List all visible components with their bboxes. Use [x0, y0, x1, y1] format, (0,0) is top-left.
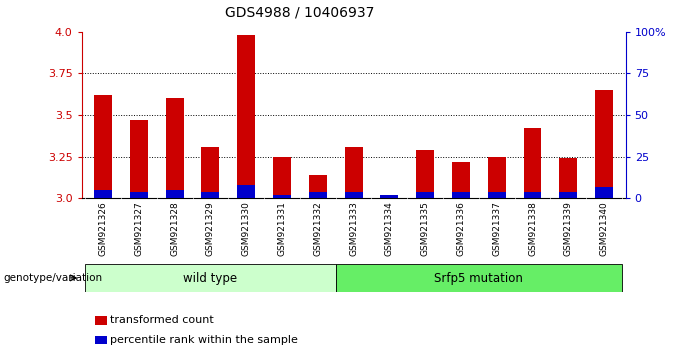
Bar — [94, 190, 112, 198]
Text: GSM921339: GSM921339 — [564, 201, 573, 256]
Text: GSM921333: GSM921333 — [349, 201, 358, 256]
Bar — [560, 158, 577, 198]
Bar — [524, 129, 541, 198]
Text: Srfp5 mutation: Srfp5 mutation — [435, 272, 524, 285]
Text: genotype/variation: genotype/variation — [3, 273, 103, 283]
Bar — [345, 192, 362, 198]
Bar — [94, 95, 112, 198]
Text: GSM921332: GSM921332 — [313, 201, 322, 256]
Bar — [560, 192, 577, 198]
Text: wild type: wild type — [184, 272, 237, 285]
Bar — [201, 192, 220, 198]
Bar — [452, 162, 470, 198]
Bar — [595, 187, 613, 198]
Text: GSM921327: GSM921327 — [135, 201, 143, 256]
Text: GSM921326: GSM921326 — [99, 201, 107, 256]
Text: GSM921340: GSM921340 — [600, 201, 609, 256]
Text: GSM921331: GSM921331 — [277, 201, 286, 256]
Bar — [345, 147, 362, 198]
Text: GSM921330: GSM921330 — [241, 201, 251, 256]
Bar — [273, 195, 291, 198]
Bar — [166, 190, 184, 198]
Text: transformed count: transformed count — [110, 315, 214, 325]
Bar — [524, 192, 541, 198]
Bar — [85, 264, 336, 292]
Text: GSM921328: GSM921328 — [170, 201, 179, 256]
Text: GSM921337: GSM921337 — [492, 201, 501, 256]
Bar — [380, 195, 398, 198]
Bar — [595, 90, 613, 198]
Bar — [309, 192, 327, 198]
Bar — [488, 156, 506, 198]
Text: GSM921336: GSM921336 — [456, 201, 466, 256]
Bar — [95, 336, 107, 344]
Bar — [166, 98, 184, 198]
Text: GDS4988 / 10406937: GDS4988 / 10406937 — [224, 5, 374, 19]
Bar — [336, 264, 622, 292]
Text: GSM921335: GSM921335 — [421, 201, 430, 256]
Bar — [95, 316, 107, 325]
Bar — [309, 175, 327, 198]
Bar — [273, 156, 291, 198]
Bar — [130, 120, 148, 198]
Text: GSM921338: GSM921338 — [528, 201, 537, 256]
Bar — [488, 192, 506, 198]
Bar — [416, 192, 434, 198]
Bar — [237, 35, 255, 198]
Bar — [130, 192, 148, 198]
Bar — [416, 150, 434, 198]
Text: percentile rank within the sample: percentile rank within the sample — [110, 335, 298, 345]
Bar — [201, 147, 220, 198]
Text: GSM921334: GSM921334 — [385, 201, 394, 256]
Bar — [452, 192, 470, 198]
Text: GSM921329: GSM921329 — [206, 201, 215, 256]
Bar — [237, 185, 255, 198]
